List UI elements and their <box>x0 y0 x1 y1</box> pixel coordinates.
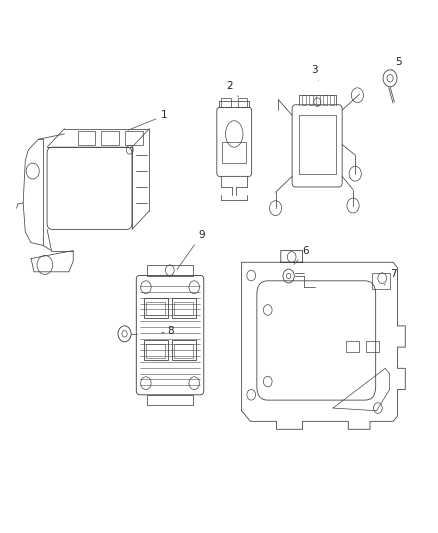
Bar <box>372 273 390 289</box>
Bar <box>299 115 336 174</box>
Bar <box>147 395 193 406</box>
Bar <box>316 95 320 105</box>
Text: 7: 7 <box>385 270 396 285</box>
Bar <box>146 344 166 358</box>
Bar <box>302 95 306 105</box>
Text: 9: 9 <box>177 230 205 270</box>
Text: 3: 3 <box>311 66 318 81</box>
Bar <box>147 265 193 276</box>
Bar <box>144 298 168 318</box>
Bar <box>146 302 166 316</box>
Bar <box>172 340 196 360</box>
Bar <box>238 98 247 108</box>
Text: 5: 5 <box>392 58 402 70</box>
Bar <box>366 341 379 352</box>
Bar <box>102 131 119 144</box>
Bar <box>174 344 193 358</box>
Text: 8: 8 <box>162 326 173 336</box>
Text: 1: 1 <box>128 110 168 130</box>
Bar <box>174 302 193 316</box>
Bar <box>322 95 327 105</box>
Bar <box>222 142 247 163</box>
Bar <box>172 298 196 318</box>
Bar <box>309 95 313 105</box>
Bar <box>329 95 334 105</box>
Bar <box>125 131 143 144</box>
Bar <box>144 340 168 360</box>
Text: 2: 2 <box>226 81 239 97</box>
Text: 6: 6 <box>294 246 309 264</box>
Bar <box>78 131 95 144</box>
Bar <box>346 341 359 352</box>
Bar <box>221 98 231 108</box>
